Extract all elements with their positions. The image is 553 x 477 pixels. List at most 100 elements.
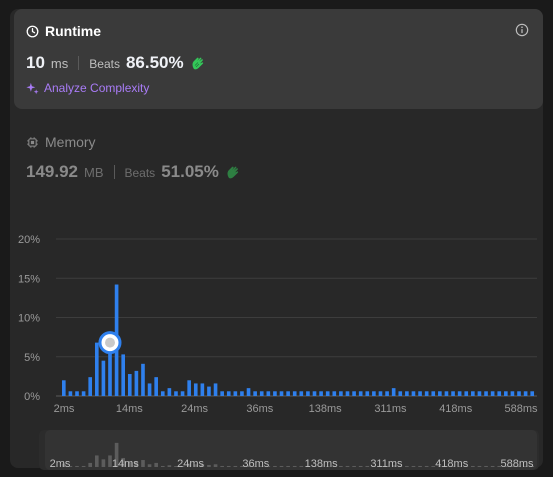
chart-bar[interactable] [193,383,198,396]
chart-bar[interactable] [240,391,244,396]
chart-bar[interactable] [62,380,66,396]
chart-bar[interactable] [167,388,172,396]
chart-bar[interactable] [325,391,330,396]
chart-bar[interactable] [299,391,304,396]
chart-bar[interactable] [431,391,436,396]
chart-bar[interactable] [365,391,370,396]
chart-bar[interactable] [207,386,211,396]
memory-card[interactable]: Memory 149.92 MB Beats 51.05% [26,134,526,194]
chart-bar[interactable] [517,391,521,396]
analyze-complexity-label: Analyze Complexity [44,81,150,95]
runtime-card[interactable]: Runtime 10 ms Beats 86.50% Analyze Compl… [14,9,543,109]
info-icon[interactable] [515,23,529,37]
chart-bar[interactable] [444,391,449,396]
chart-bar[interactable] [81,391,86,396]
overview-bar [114,442,119,467]
overview-bar [332,465,337,467]
chart-bar[interactable] [286,391,290,396]
chart-bar[interactable] [154,377,158,396]
chart-bar[interactable] [457,391,462,396]
chart-bar[interactable] [477,391,482,396]
chart-bar[interactable] [411,391,416,396]
chart-bar[interactable] [464,391,469,396]
chart-bar[interactable] [101,360,106,396]
y-tick-label: 10% [18,313,40,325]
overview-bar [147,464,152,467]
chart-bar[interactable] [246,388,251,396]
sparkle-icon [26,82,39,94]
chart-bar[interactable] [259,391,264,396]
clap-icon [192,57,203,70]
chart-bar[interactable] [233,391,238,396]
chart-bar[interactable] [490,391,495,396]
chart-bar[interactable] [160,391,165,396]
chart-bar[interactable] [312,391,317,396]
chart-bar[interactable] [405,391,409,396]
chart-bar[interactable] [266,391,271,396]
chart-bar[interactable] [339,391,343,396]
chart-bar[interactable] [273,391,277,396]
chart-bar[interactable] [358,391,363,396]
analyze-complexity-link[interactable]: Analyze Complexity [26,81,149,95]
chart-bar[interactable] [147,383,152,396]
chart-bar[interactable] [504,391,508,396]
chart-bar[interactable] [438,391,442,396]
chart-bar[interactable] [134,370,139,396]
chart-bar[interactable] [398,391,403,396]
chart-bar[interactable] [127,374,132,396]
chart-bar[interactable] [292,391,297,396]
chart-bar[interactable] [523,391,528,396]
chart-bar[interactable] [68,391,73,396]
chart-bar[interactable] [484,391,488,396]
chart-bar[interactable] [200,383,205,396]
chart-bar[interactable] [75,391,79,396]
overview-bar [62,463,66,467]
chart-bar[interactable] [174,391,178,396]
chart-bar[interactable] [121,354,126,396]
chart-bar[interactable] [497,391,502,396]
overview-bar [312,465,317,467]
chip-icon [27,136,38,148]
chart-bar[interactable] [306,391,310,396]
chart-bar[interactable] [530,391,535,396]
chart-bar[interactable] [345,391,350,396]
overview-bar [88,462,93,467]
chart-bar[interactable] [108,342,112,396]
chart-bar[interactable] [253,391,257,396]
chart-bar[interactable] [180,391,185,396]
chart-bar[interactable] [220,391,224,396]
overview-bar [200,464,205,467]
chart-bar[interactable] [187,380,191,396]
chart-bar[interactable] [510,391,515,396]
overview-bar [108,455,112,467]
chart-bar[interactable] [213,383,218,396]
overview-bar [418,465,422,467]
overview-bar [273,465,277,467]
chart-bar[interactable] [352,391,356,396]
chart-bar[interactable] [385,391,389,396]
chart-bar[interactable] [424,391,429,396]
chart-bar[interactable] [372,391,376,396]
overview-bar [101,459,106,467]
overview-bar [81,465,86,467]
runtime-value: 10 [26,53,45,72]
chart-bar[interactable] [319,391,323,396]
overview-bar [266,465,271,467]
overview-bar [127,462,132,467]
chart-bar[interactable] [391,388,396,396]
chart-bar[interactable] [279,391,284,396]
chart-bar[interactable] [94,342,99,396]
overview-tick-label: 138ms [305,458,339,470]
chart-bar[interactable] [378,391,383,396]
chart-bar[interactable] [471,391,475,396]
chart-bar[interactable] [88,377,93,396]
overview-window[interactable] [45,430,537,470]
chart-bar[interactable] [418,391,422,396]
chart-bar[interactable] [226,391,231,396]
overview-tick-label: 14ms [112,458,139,470]
chart-bar[interactable] [141,363,145,396]
overview-bar [385,465,389,467]
chart-bar[interactable] [332,391,337,396]
chart-bar[interactable] [451,391,455,396]
